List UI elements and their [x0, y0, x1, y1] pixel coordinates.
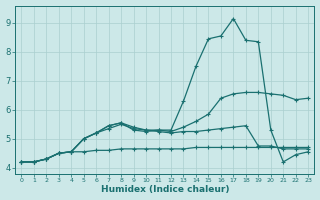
X-axis label: Humidex (Indice chaleur): Humidex (Indice chaleur) — [100, 185, 229, 194]
